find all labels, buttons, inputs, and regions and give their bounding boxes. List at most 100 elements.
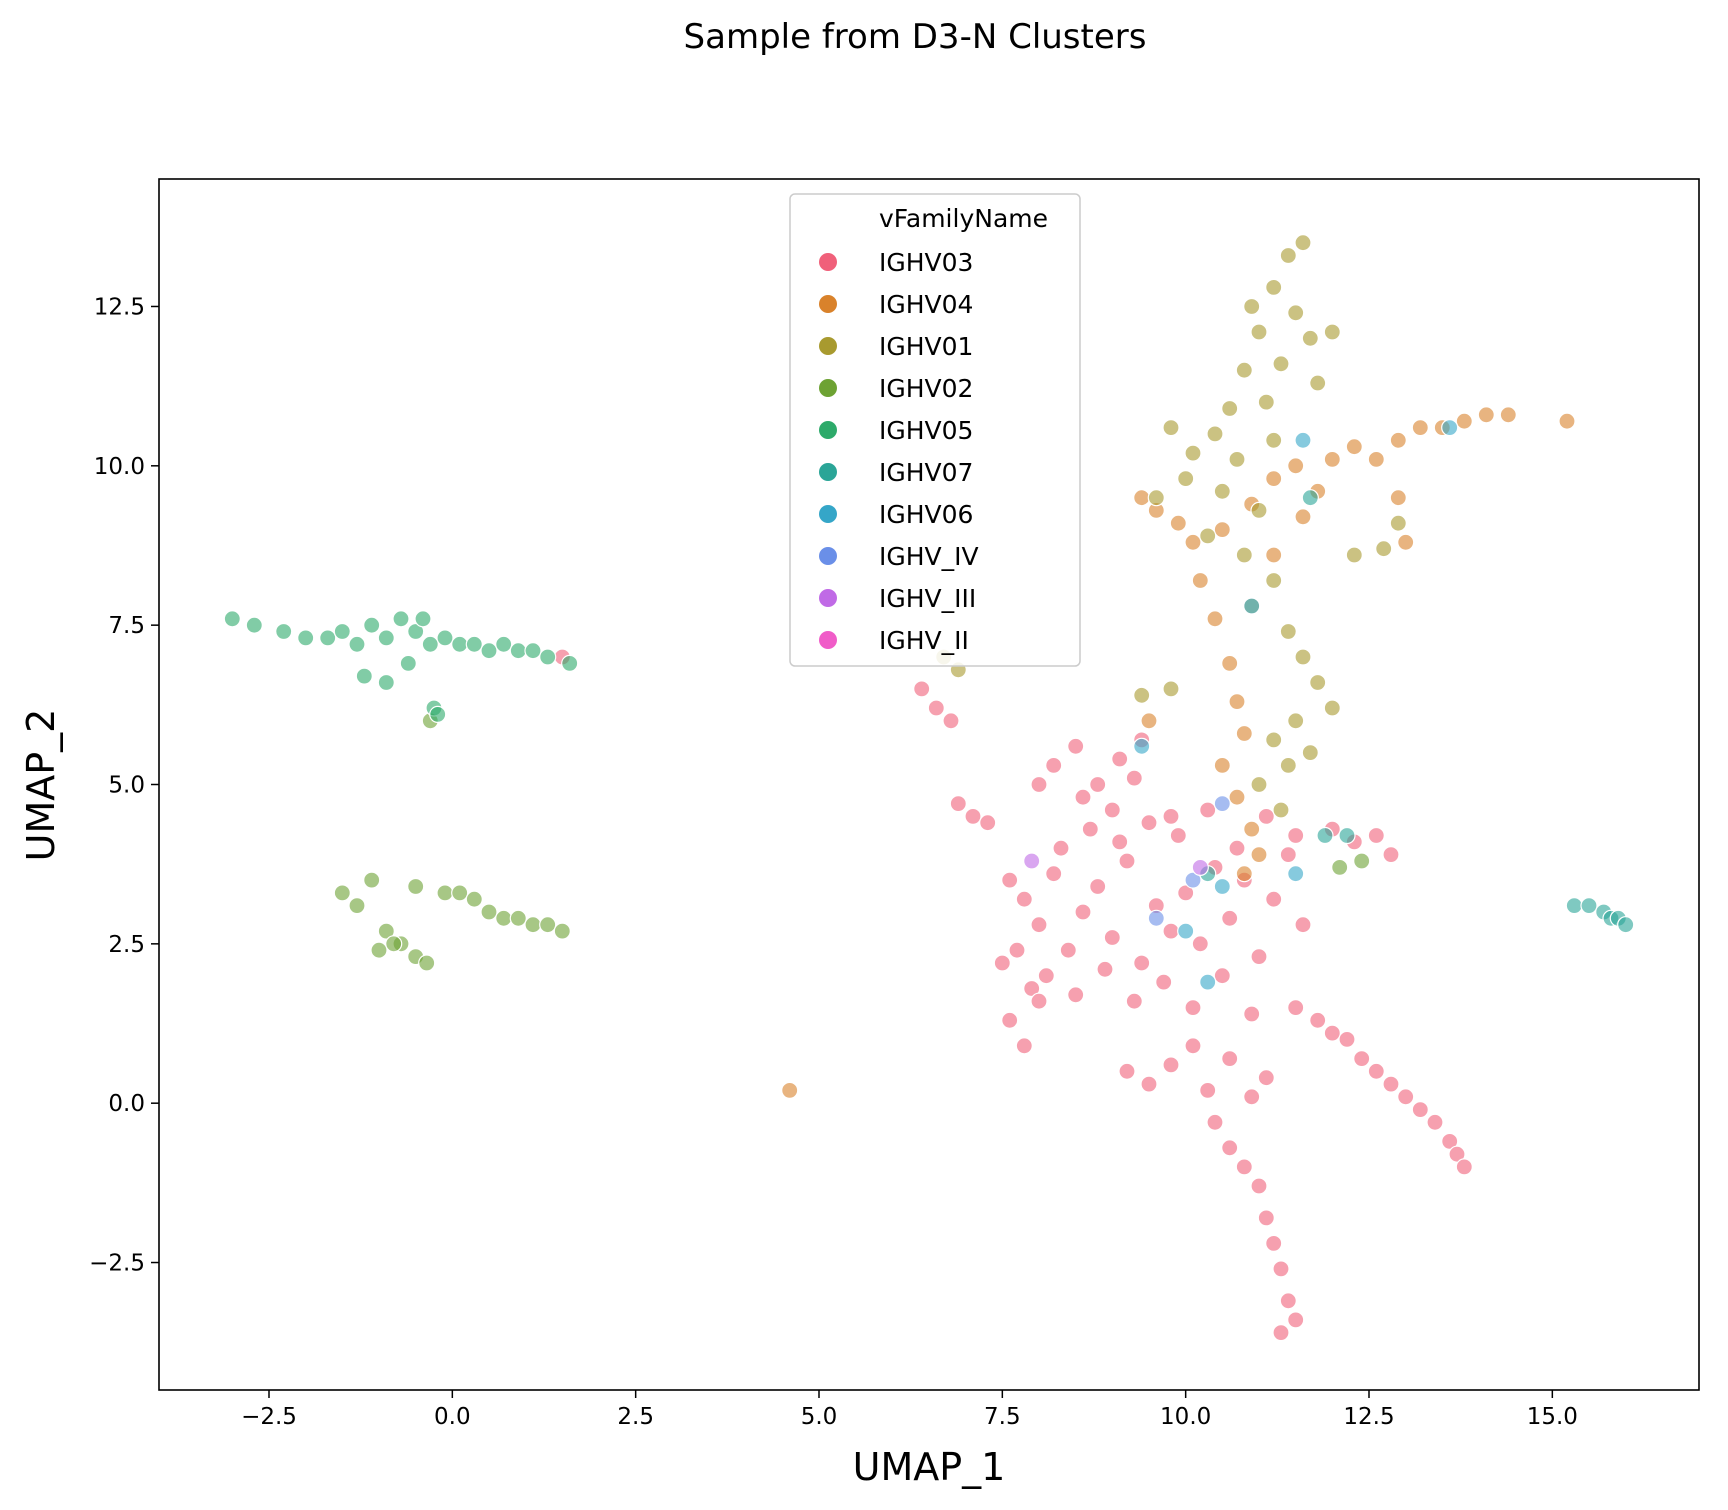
legend-marker-ighv07 [819, 463, 837, 481]
point-ighv01-9 [1257, 393, 1275, 411]
legend-marker-ighv05 [819, 421, 837, 439]
point-ighv03-6 [1089, 877, 1107, 896]
point-ighv06-4 [1199, 973, 1217, 991]
legend-label-ighv_iii[interactable]: IGHV_III [879, 584, 976, 613]
point-ighv04-10 [1213, 520, 1231, 539]
y-tick-label: 10.0 [94, 454, 145, 480]
point-ighv01-32 [1272, 801, 1290, 819]
point-ighv02-16 [524, 916, 542, 934]
legend-label-ighv06[interactable]: IGHV06 [879, 500, 973, 529]
point-ighv04-1 [1206, 610, 1224, 628]
point-ighv03-95 [1015, 1037, 1033, 1055]
y-tick-label: 5.0 [108, 773, 145, 799]
legend-marker-ighv06 [819, 505, 837, 523]
point-ighv05-7 [363, 616, 381, 634]
point-ighv04-17 [1367, 450, 1385, 468]
legend-label-ighv_ii[interactable]: IGHV_II [879, 626, 969, 655]
point-ighv03-85 [1367, 826, 1385, 845]
point-ighv03-73 [1338, 1030, 1356, 1049]
point-ighv04-3 [1228, 692, 1246, 711]
point-ighv04-15 [1323, 450, 1341, 468]
point-ighv03-15 [1221, 909, 1239, 927]
point-ighv07-1 [1580, 896, 1598, 915]
point-ighv01-12 [1162, 419, 1180, 437]
point-ighv03-52 [1118, 1062, 1136, 1080]
point-ighv03-42 [1008, 941, 1026, 959]
point-ighv03-1 [1015, 890, 1033, 908]
point-ighv05-9 [392, 610, 410, 628]
point-ighv01-13 [1184, 444, 1202, 462]
point-ighv01-28 [1287, 712, 1305, 730]
point-ighv04-23 [1499, 406, 1517, 424]
point-ighv05-13 [451, 635, 469, 653]
point-ighv05-15 [480, 642, 498, 660]
legend-label-ighv02[interactable]: IGHV02 [879, 374, 973, 403]
point-ighv04-8 [1250, 845, 1268, 864]
y-axis-ticks: −2.5 0.0 2.5 5.0 7.5 10.0 12.5 [89, 294, 159, 1277]
point-ighv03-88 [927, 699, 945, 717]
legend-label-ighv_iv[interactable]: IGHV_IV [879, 542, 979, 571]
point-ighv01-27 [1323, 699, 1341, 717]
point-ighv05-17 [509, 642, 527, 660]
point-ighv01-38 [1162, 680, 1180, 698]
point-ighv03-57 [1221, 1049, 1239, 1068]
point-ighv04-19 [1411, 419, 1429, 437]
point-ighv03-59 [1257, 1069, 1275, 1087]
point-ighv02-18 [553, 922, 571, 940]
point-ighv03-23 [1096, 960, 1114, 978]
point-ighv02-9 [407, 877, 425, 896]
point-ighv02-10 [436, 884, 454, 902]
point-ighv03-64 [1257, 1209, 1275, 1227]
point-ighv01-21 [1235, 546, 1253, 564]
point-ighv01-10 [1221, 399, 1239, 418]
point-ighv03-4 [1059, 941, 1077, 959]
point-ighv05-12 [436, 629, 454, 647]
point-ighv07-0 [1565, 896, 1583, 915]
point-ighv03-28 [1243, 1005, 1261, 1023]
point-ighv03-65 [1265, 1234, 1283, 1253]
legend-label-ighv03[interactable]: IGHV03 [879, 248, 973, 277]
point-ighv01-31 [1250, 775, 1268, 794]
point-ighv01-33 [1301, 743, 1319, 762]
point-ighv01-26 [1309, 673, 1327, 692]
legend-label-ighv04[interactable]: IGHV04 [879, 290, 973, 319]
point-ighv06-2 [1213, 877, 1231, 896]
point-ighv05-0 [223, 610, 241, 628]
point-ighv05-10 [407, 622, 425, 641]
point-ighv03-92 [979, 814, 997, 832]
point-ighv02-0 [333, 884, 351, 902]
point-ighv03-8 [1118, 852, 1136, 870]
x-tick-label: 0.0 [434, 1404, 471, 1430]
point-ighv04-13 [1287, 457, 1305, 475]
point-ighv05-26 [414, 610, 432, 628]
point-ighv02-1 [348, 896, 366, 915]
point-ighv04-2 [1221, 654, 1239, 673]
point-ighv01-2 [1265, 278, 1283, 296]
point-ighv03-80 [1441, 1132, 1459, 1151]
point-ighv03-60 [1206, 1113, 1224, 1131]
point-ighv02-21 [1331, 858, 1349, 877]
point-ighv03-66 [1272, 1260, 1290, 1278]
legend-label-ighv05[interactable]: IGHV05 [879, 416, 973, 445]
point-ighv01-30 [1279, 756, 1297, 775]
point-ighv05-11 [421, 635, 439, 653]
point-ighv01-11 [1206, 425, 1224, 443]
point-ighv05-8 [377, 629, 395, 647]
point-ighv03-5 [1074, 903, 1092, 921]
point-ighv01-4 [1250, 323, 1268, 341]
point-ighv03-89 [942, 712, 960, 730]
legend[interactable]: vFamilyName IGHV03IGHV04IGHV01IGHV02IGHV… [789, 193, 1081, 667]
legend-label-ighv07[interactable]: IGHV07 [879, 458, 973, 487]
point-ighv03-2 [1030, 916, 1048, 934]
point-ighv01-35 [1389, 514, 1407, 532]
point-ighv05-19 [539, 648, 557, 666]
point-ighv03-56 [1199, 1081, 1217, 1100]
legend-label-ighv01[interactable]: IGHV01 [879, 332, 973, 361]
point-ighv03-11 [1162, 922, 1180, 940]
point-ighv03-0 [1001, 871, 1019, 889]
point-ighv01-1 [1294, 234, 1312, 252]
point-ighv04-28 [1294, 508, 1312, 526]
point-ighv03-13 [1191, 935, 1209, 953]
point-ighv03-3 [1045, 865, 1063, 883]
